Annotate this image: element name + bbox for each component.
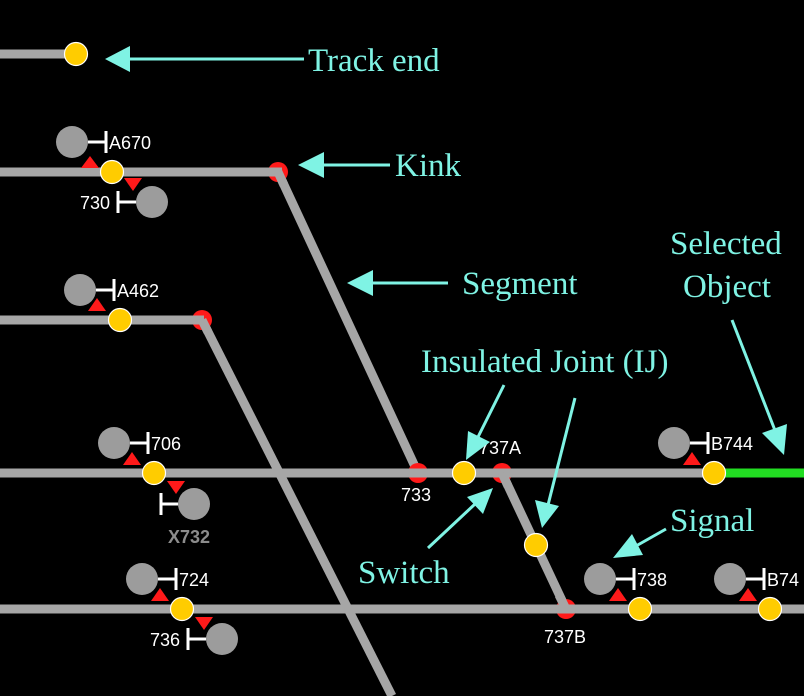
signal-stem: [116, 191, 136, 213]
ij-737a[interactable]: [451, 460, 477, 486]
signal-head: [98, 427, 130, 459]
arrow-switch: [426, 502, 477, 550]
track-overdraw: [192, 167, 579, 614]
signals: A670 730 A462 706 X732: [56, 126, 799, 655]
signal-head: [178, 488, 210, 520]
signal-stem: [690, 432, 710, 454]
signal-triangle: [739, 588, 757, 601]
signal-triangle: [609, 588, 627, 601]
ij-670[interactable]: [99, 159, 125, 185]
signal-stem: [88, 131, 108, 153]
arrowhead-icon: [613, 534, 643, 558]
arrow-ij-left: [476, 384, 506, 438]
signal-head: [64, 274, 96, 306]
arrowhead-icon: [347, 270, 373, 296]
overdraw-462-diag: [197, 317, 213, 335]
arrowhead-icon: [535, 500, 559, 528]
signal-head: [658, 427, 690, 459]
signal-stem: [158, 568, 178, 590]
ij-738[interactable]: [627, 596, 653, 622]
signal-730[interactable]: 730: [80, 178, 168, 218]
arrow-signal: [635, 527, 667, 548]
ij-track-end[interactable]: [63, 41, 89, 67]
signal-head: [584, 563, 616, 595]
signal-label: 730: [80, 193, 110, 213]
ij-b744[interactable]: [701, 460, 727, 486]
ij-b74[interactable]: [757, 596, 783, 622]
signal-triangle: [151, 588, 169, 601]
signal-label: B744: [711, 434, 753, 454]
signal-b744[interactable]: B744: [658, 427, 753, 465]
signal-stem: [186, 628, 206, 650]
switch-labels: 733 737A 737B: [401, 438, 586, 647]
ij-706[interactable]: [141, 460, 167, 486]
signal-triangle: [123, 452, 141, 465]
signal-triangle: [124, 178, 142, 191]
signal-label: 724: [179, 570, 209, 590]
annotation-insulated-joint: Insulated Joint (IJ): [421, 344, 668, 380]
signal-label: X732: [168, 527, 210, 547]
arrow-selected: [730, 319, 778, 434]
signal-stem: [130, 432, 150, 454]
annotation-signal: Signal: [670, 503, 754, 539]
signal-706[interactable]: 706: [98, 427, 181, 465]
annotation-selected-line1: Selected: [670, 226, 782, 262]
signal-b74[interactable]: B74: [714, 563, 799, 601]
arrow-ij-right: [546, 397, 577, 506]
ij-724[interactable]: [169, 596, 195, 622]
signal-stem: [96, 279, 116, 301]
overdraw-737b-diag: [554, 592, 571, 612]
signal-stem: [159, 493, 178, 515]
arrowhead-icon: [466, 431, 490, 460]
annotations: Track end Kink Segment Selected Object I…: [105, 43, 787, 591]
arrowhead-icon: [105, 46, 130, 72]
signal-head: [206, 623, 238, 655]
annotation-track-end: Track end: [308, 43, 440, 79]
signal-label: A670: [109, 133, 151, 153]
signal-triangle: [167, 481, 185, 494]
signal-head: [126, 563, 158, 595]
arrowhead-icon: [298, 152, 324, 178]
overdraw-737a-diag: [497, 471, 513, 488]
overdraw-kink-diag: [273, 170, 289, 187]
signal-head: [714, 563, 746, 595]
signal-724[interactable]: 724: [126, 563, 209, 601]
track-segments: [0, 49, 804, 696]
switch-737a-label: 737A: [479, 438, 521, 458]
signal-triangle: [683, 452, 701, 465]
arrowhead-icon: [467, 488, 493, 514]
segment-diagonal-lower[interactable]: [197, 317, 397, 696]
signal-736[interactable]: 736: [150, 617, 238, 655]
signal-triangle: [81, 156, 99, 168]
signal-head: [56, 126, 88, 158]
signal-a462[interactable]: A462: [64, 274, 159, 311]
switch-737b-label: 737B: [544, 627, 586, 647]
signal-x732[interactable]: X732: [159, 481, 210, 547]
signal-a670[interactable]: A670: [56, 126, 151, 168]
signal-label: 706: [151, 434, 181, 454]
signal-label: B74: [767, 570, 799, 590]
annotation-segment: Segment: [462, 266, 577, 302]
annotation-kink: Kink: [395, 148, 462, 184]
annotation-switch: Switch: [358, 555, 450, 591]
signal-738[interactable]: 738: [584, 563, 667, 601]
signal-triangle: [88, 298, 106, 311]
ij-crossover[interactable]: [523, 532, 549, 558]
signal-stem: [616, 568, 636, 590]
signal-label: A462: [117, 281, 159, 301]
arrowhead-icon: [762, 424, 787, 455]
annotation-selected-line2: Object: [683, 269, 771, 305]
signal-triangle: [195, 617, 213, 630]
switch-733-label: 733: [401, 485, 431, 505]
signal-label: 736: [150, 630, 180, 650]
signal-head: [136, 186, 168, 218]
ij-462[interactable]: [107, 307, 133, 333]
signal-stem: [746, 568, 766, 590]
insulated-joints: [63, 41, 783, 622]
segment-diagonal-upper[interactable]: [273, 170, 423, 475]
signal-label: 738: [637, 570, 667, 590]
